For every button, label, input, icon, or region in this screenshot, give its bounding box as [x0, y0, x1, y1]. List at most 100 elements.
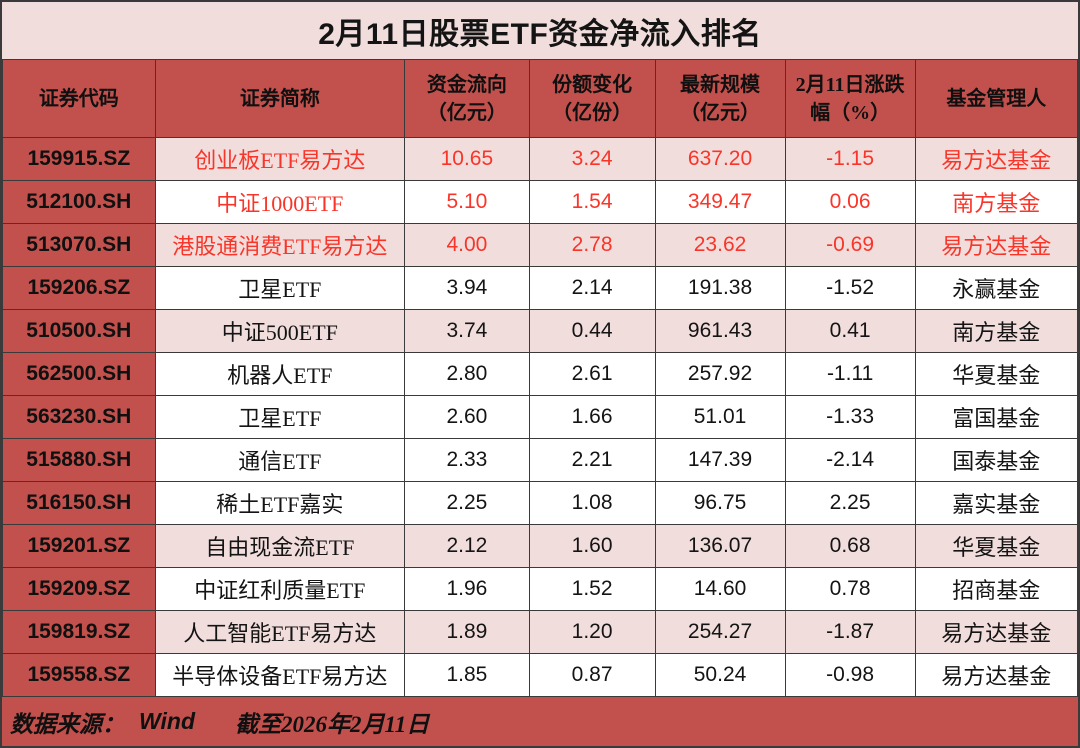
table-row: 562500.SH 机器人ETF 2.80 2.61 257.92 -1.11 华夏基金 — [2, 352, 1078, 396]
cell-code: 562500.SH — [2, 352, 156, 396]
cell-manager: 南方基金 — [914, 180, 1078, 224]
cell-code: 516150.SH — [2, 481, 156, 525]
cell-code: 159819.SZ — [2, 610, 156, 654]
cell-manager: 招商基金 — [914, 567, 1078, 611]
cell-change-pct: -1.15 — [784, 137, 916, 181]
cell-manager: 富国基金 — [914, 395, 1078, 439]
cell-scale: 147.39 — [654, 438, 786, 482]
cell-code: 159558.SZ — [2, 653, 156, 697]
cell-change-pct: -2.14 — [784, 438, 916, 482]
cell-share-change: 1.20 — [528, 610, 656, 654]
cell-share-change: 3.24 — [528, 137, 656, 181]
cell-name: 人工智能ETF易方达 — [154, 610, 406, 654]
etf-flow-table: 证券代码 证券简称 资金流向 （亿元） 份额变化 （亿份） 最新规模 （亿元） … — [2, 59, 1078, 697]
cell-flow: 10.65 — [404, 137, 530, 181]
cell-change-pct: 0.06 — [784, 180, 916, 224]
cell-manager: 嘉实基金 — [914, 481, 1078, 525]
cell-name: 中证1000ETF — [154, 180, 406, 224]
table-row: 513070.SH 港股通消费ETF易方达 4.00 2.78 23.62 -0.69 易方… — [2, 223, 1078, 267]
cell-change-pct: 2.25 — [784, 481, 916, 525]
cell-share-change: 2.78 — [528, 223, 656, 267]
cell-manager: 易方达基金 — [914, 223, 1078, 267]
cell-scale: 961.43 — [654, 309, 786, 353]
cell-scale: 136.07 — [654, 524, 786, 568]
page-title: 2月11日股票ETF资金净流入排名 — [2, 2, 1078, 59]
cell-scale: 14.60 — [654, 567, 786, 611]
cell-code: 510500.SH — [2, 309, 156, 353]
cell-share-change: 1.08 — [528, 481, 656, 525]
cell-code: 512100.SH — [2, 180, 156, 224]
cell-change-pct: 0.78 — [784, 567, 916, 611]
data-source-label: 数据来源： — [10, 711, 125, 737]
cell-scale: 637.20 — [654, 137, 786, 181]
cell-flow: 2.25 — [404, 481, 530, 525]
cell-code: 159209.SZ — [2, 567, 156, 611]
cell-change-pct: -0.98 — [784, 653, 916, 697]
cell-share-change: 2.61 — [528, 352, 656, 396]
cell-flow: 1.96 — [404, 567, 530, 611]
cell-share-change: 2.14 — [528, 266, 656, 310]
table-body: 159915.SZ 创业板ETF易方达 10.65 3.24 637.20 -1.15 易方… — [2, 137, 1078, 697]
table-row: 159206.SZ 卫星ETF 3.94 2.14 191.38 -1.52 永赢基金 — [2, 266, 1078, 310]
cell-flow: 5.10 — [404, 180, 530, 224]
cell-flow: 2.12 — [404, 524, 530, 568]
column-header-flow: 资金流向 （亿元） — [404, 59, 530, 138]
table-row: 516150.SH 稀土ETF嘉实 2.25 1.08 96.75 2.25 嘉实基金 — [2, 481, 1078, 525]
cell-manager: 易方达基金 — [914, 653, 1078, 697]
cell-scale: 50.24 — [654, 653, 786, 697]
table-row: 563230.SH 卫星ETF 2.60 1.66 51.01 -1.33 富国基金 — [2, 395, 1078, 439]
table-row: 512100.SH 中证1000ETF 5.10 1.54 349.47 0.06 南方基金 — [2, 180, 1078, 224]
column-header-change-pct: 2月11日涨跌 幅（%） — [784, 59, 916, 138]
cell-change-pct: -0.69 — [784, 223, 916, 267]
cell-change-pct: -1.33 — [784, 395, 916, 439]
cell-flow: 3.94 — [404, 266, 530, 310]
cell-name: 港股通消费ETF易方达 — [154, 223, 406, 267]
cell-change-pct: 0.68 — [784, 524, 916, 568]
cell-share-change: 1.66 — [528, 395, 656, 439]
cell-scale: 51.01 — [654, 395, 786, 439]
table-header: 证券代码 证券简称 资金流向 （亿元） 份额变化 （亿份） 最新规模 （亿元） … — [2, 59, 1078, 138]
cell-change-pct: 0.41 — [784, 309, 916, 353]
data-source-value: Wind — [139, 708, 195, 734]
cell-flow: 2.33 — [404, 438, 530, 482]
cell-flow: 1.89 — [404, 610, 530, 654]
header-row: 证券代码 证券简称 资金流向 （亿元） 份额变化 （亿份） 最新规模 （亿元） … — [2, 59, 1078, 138]
cell-code: 513070.SH — [2, 223, 156, 267]
cell-share-change: 1.60 — [528, 524, 656, 568]
cell-flow: 1.85 — [404, 653, 530, 697]
cell-name: 卫星ETF — [154, 395, 406, 439]
cell-manager: 易方达基金 — [914, 137, 1078, 181]
cell-scale: 254.27 — [654, 610, 786, 654]
cell-share-change: 0.87 — [528, 653, 656, 697]
cell-flow: 4.00 — [404, 223, 530, 267]
table-row: 159819.SZ 人工智能ETF易方达 1.89 1.20 254.27 -1.87 易方… — [2, 610, 1078, 654]
cell-code: 159915.SZ — [2, 137, 156, 181]
cell-share-change: 1.52 — [528, 567, 656, 611]
column-header-scale: 最新规模 （亿元） — [654, 59, 786, 138]
cell-scale: 349.47 — [654, 180, 786, 224]
cell-change-pct: -1.87 — [784, 610, 916, 654]
cell-name: 通信ETF — [154, 438, 406, 482]
column-header-name: 证券简称 — [154, 59, 406, 138]
table-row: 159558.SZ 半导体设备ETF易方达 1.85 0.87 50.24 -0.98 易方… — [2, 653, 1078, 697]
cell-code: 563230.SH — [2, 395, 156, 439]
cell-code: 515880.SH — [2, 438, 156, 482]
as-of-date: 截至2026年2月11日 — [235, 711, 430, 737]
cell-scale: 191.38 — [654, 266, 786, 310]
table-row: 159209.SZ 中证红利质量ETF 1.96 1.52 14.60 0.78 招商基金 — [2, 567, 1078, 611]
cell-manager: 永赢基金 — [914, 266, 1078, 310]
cell-scale: 96.75 — [654, 481, 786, 525]
cell-name: 半导体设备ETF易方达 — [154, 653, 406, 697]
cell-code: 159201.SZ — [2, 524, 156, 568]
cell-manager: 易方达基金 — [914, 610, 1078, 654]
cell-share-change: 0.44 — [528, 309, 656, 353]
cell-share-change: 2.21 — [528, 438, 656, 482]
cell-manager: 华夏基金 — [914, 524, 1078, 568]
cell-manager: 华夏基金 — [914, 352, 1078, 396]
cell-name: 自由现金流ETF — [154, 524, 406, 568]
column-header-code: 证券代码 — [2, 59, 156, 138]
table-row: 510500.SH 中证500ETF 3.74 0.44 961.43 0.41 南方基金 — [2, 309, 1078, 353]
cell-scale: 23.62 — [654, 223, 786, 267]
cell-change-pct: -1.11 — [784, 352, 916, 396]
